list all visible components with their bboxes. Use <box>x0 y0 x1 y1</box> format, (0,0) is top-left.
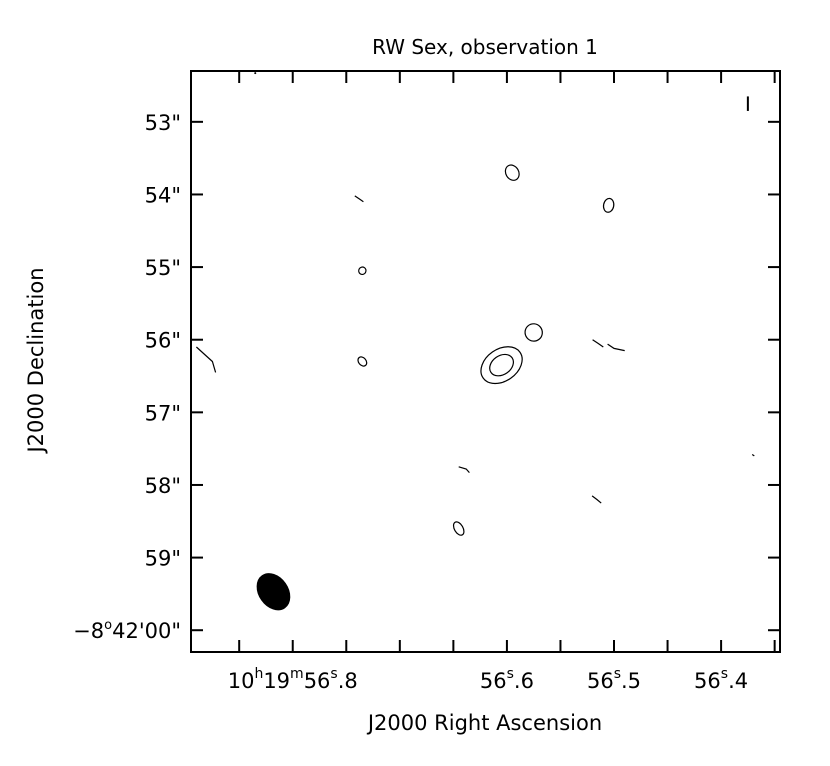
y-tick-label-2: 55" <box>145 256 181 280</box>
contour-6 <box>357 356 368 367</box>
contour-fragment-5 <box>195 346 217 373</box>
contour-4 <box>602 197 615 213</box>
y-tick-label-0: 53" <box>145 111 181 135</box>
y-axis-title: J2000 Declination <box>24 267 48 454</box>
contour-0 <box>480 346 523 385</box>
axis-ticks <box>191 71 780 652</box>
contour-fragment-3 <box>458 466 470 473</box>
plot-area <box>195 72 755 611</box>
contour-fragment-4 <box>591 495 602 504</box>
x-tick-label-3: 56s.5 <box>587 666 641 693</box>
y-tick-label-1: 54" <box>145 183 181 207</box>
y-tick-label-5: 58" <box>145 474 181 498</box>
contour-fragment-2 <box>607 343 625 352</box>
tick-labels: 53" 54" 55" 56" 57" 58" 59" −8o42'00" 10h19m56s.… <box>73 111 748 693</box>
contour-2 <box>524 323 543 342</box>
contour-7 <box>452 521 465 536</box>
x-tick-label-4: 56s.4 <box>694 666 748 693</box>
contour-fragment-0 <box>354 195 364 203</box>
y-tick-label-3: 56" <box>145 329 181 353</box>
contour-1 <box>489 353 515 377</box>
contour-fragment-1 <box>592 339 604 348</box>
contour-fragment-6 <box>751 454 755 457</box>
contour-5 <box>358 266 367 276</box>
beam-ellipse <box>256 573 291 611</box>
y-tick-label-7: −8o42'00" <box>73 618 181 643</box>
x-tick-label-2: 56s.6 <box>480 666 534 693</box>
chart-title: RW Sex, observation 1 <box>372 35 598 59</box>
plot-frame <box>190 70 781 653</box>
y-tick-label-4: 57" <box>145 401 181 425</box>
contour-3 <box>504 164 520 181</box>
x-tick-label-0: 10h19m56s.8 <box>228 666 358 693</box>
noise-dot <box>254 72 257 75</box>
y-tick-label-6: 59" <box>145 547 181 571</box>
x-axis-title: J2000 Right Ascension <box>366 711 602 735</box>
